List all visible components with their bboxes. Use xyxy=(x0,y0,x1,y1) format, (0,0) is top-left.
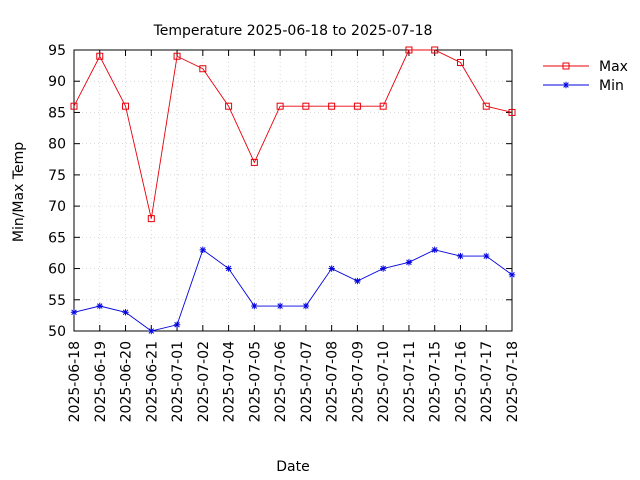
min-data-point xyxy=(508,271,516,278)
x-tick-label: 2025-07-11 xyxy=(402,341,418,422)
x-tick-label: 2025-06-21 xyxy=(144,341,160,422)
min-data-point xyxy=(328,265,335,272)
legend-label-max: Max xyxy=(599,59,628,75)
x-tick-label: 2025-06-19 xyxy=(93,341,109,422)
max-data-point xyxy=(199,65,207,73)
min-data-point xyxy=(199,246,207,254)
x-tick-label: 2025-07-17 xyxy=(479,341,495,422)
min-data-point xyxy=(173,321,181,328)
max-series-line xyxy=(73,49,513,219)
x-tick-label: 2025-06-18 xyxy=(67,341,83,422)
grid xyxy=(74,50,512,331)
legend-marker-max xyxy=(562,62,570,70)
series-max xyxy=(70,46,516,223)
x-tick-label: 2025-07-10 xyxy=(376,341,392,422)
y-tick-label: 95 xyxy=(48,43,66,59)
x-tick-label: 2025-07-04 xyxy=(222,341,238,422)
y-tick-label: 80 xyxy=(48,137,66,153)
min-data-point xyxy=(96,302,103,310)
max-data-point xyxy=(328,102,336,110)
min-data-point xyxy=(483,252,490,260)
max-data-point xyxy=(276,102,284,110)
series-min xyxy=(70,246,516,335)
x-tick-label: 2025-07-05 xyxy=(247,341,263,422)
min-data-point xyxy=(354,277,361,285)
legend-label-min: Min xyxy=(599,78,624,94)
min-data-point xyxy=(148,327,155,335)
x-tick-label: 2025-07-09 xyxy=(350,341,366,422)
x-tick-label: 2025-07-16 xyxy=(453,341,469,422)
legend: Max Min xyxy=(543,59,628,94)
max-data-point xyxy=(96,52,104,60)
y-tick-label: 55 xyxy=(48,293,66,309)
legend-item-max: Max xyxy=(543,59,628,75)
max-data-point xyxy=(225,102,233,110)
max-data-point xyxy=(431,46,439,54)
max-data-point xyxy=(482,102,490,110)
legend-item-min: Min xyxy=(543,78,624,94)
max-data-point xyxy=(508,108,516,116)
plot-frame xyxy=(73,49,513,332)
max-data-point xyxy=(147,215,155,223)
min-data-point xyxy=(251,302,258,310)
x-tick-label: 2025-07-01 xyxy=(170,341,186,422)
x-tick-label: 2025-07-07 xyxy=(299,341,315,422)
min-data-point xyxy=(379,265,387,272)
max-data-point xyxy=(379,102,387,110)
chart-title: Temperature 2025-06-18 to 2025-07-18 xyxy=(153,23,433,39)
min-data-point xyxy=(302,302,310,310)
x-tick-label: 2025-07-06 xyxy=(273,341,289,422)
max-data-point xyxy=(302,102,310,110)
min-data-point xyxy=(276,302,284,310)
max-data-point xyxy=(70,102,78,110)
x-tick-label: 2025-07-18 xyxy=(505,341,521,422)
min-series-line xyxy=(73,249,513,332)
series xyxy=(70,46,516,335)
max-data-point xyxy=(122,102,130,110)
y-tick-label: 65 xyxy=(48,230,66,246)
min-data-point xyxy=(122,309,129,316)
y-axis-label: Min/Max Temp xyxy=(11,142,27,242)
max-data-point xyxy=(250,158,258,166)
y-tick-label: 75 xyxy=(48,168,66,184)
y-tick-label: 90 xyxy=(48,74,66,90)
x-tick-label: 2025-06-20 xyxy=(119,341,135,422)
max-data-point xyxy=(173,52,181,60)
min-data-point xyxy=(431,246,438,254)
x-tick-label: 2025-07-02 xyxy=(196,341,212,422)
min-data-point xyxy=(457,252,464,260)
max-data-point xyxy=(405,46,413,54)
min-data-point xyxy=(225,265,232,272)
max-data-point xyxy=(353,102,361,110)
axis-ticks: 50 55 60 65 70 75 80 85 90 95 2025-06-18 2025-06-19… xyxy=(48,43,521,422)
y-tick-label: 70 xyxy=(48,199,66,215)
min-data-point xyxy=(405,259,413,266)
x-tick-label: 2025-07-08 xyxy=(325,341,341,422)
y-tick-label: 60 xyxy=(48,262,66,278)
max-data-point xyxy=(456,58,464,66)
legend-marker-min xyxy=(562,81,570,89)
y-tick-label: 85 xyxy=(48,105,66,121)
x-tick-label: 2025-07-15 xyxy=(428,341,444,422)
y-tick-label: 50 xyxy=(48,324,66,340)
x-axis-label: Date xyxy=(276,459,309,475)
min-data-point xyxy=(70,309,78,316)
